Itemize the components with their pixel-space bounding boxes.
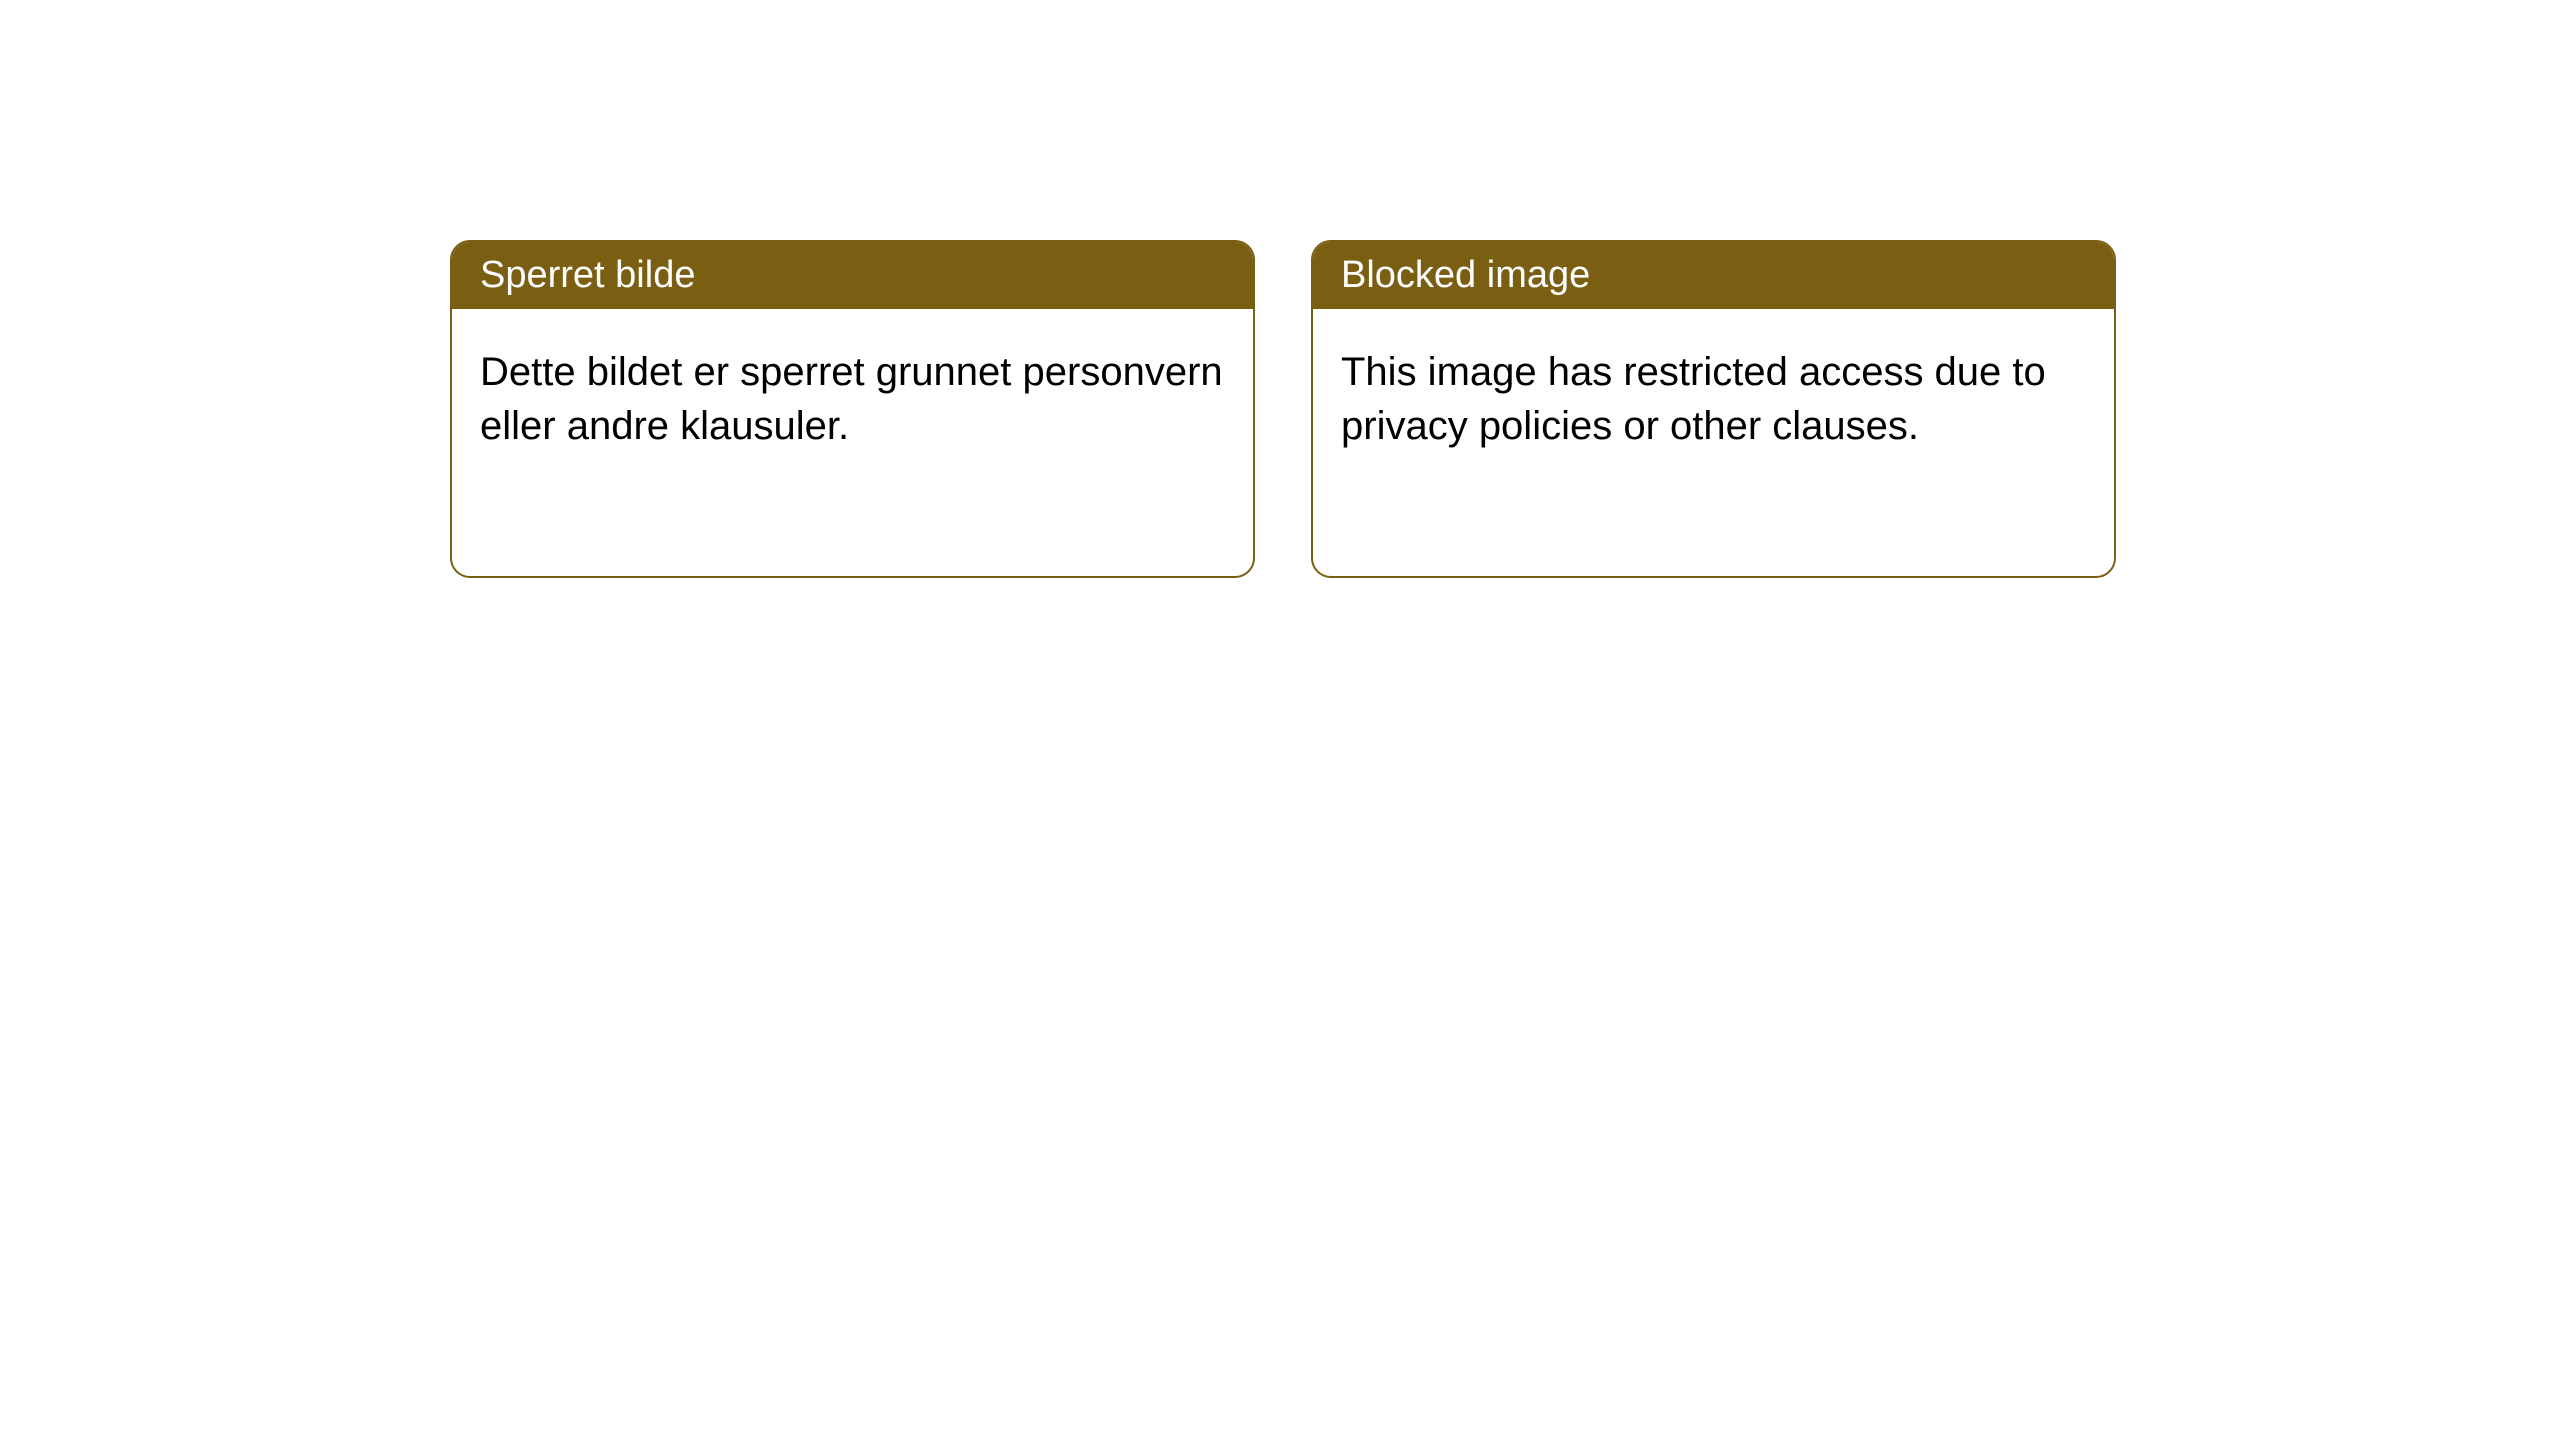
card-body: This image has restricted access due to … — [1313, 309, 2114, 489]
card-body: Dette bildet er sperret grunnet personve… — [452, 309, 1253, 489]
card-header: Blocked image — [1313, 242, 2114, 309]
card-title: Sperret bilde — [480, 254, 695, 296]
blocked-image-card-english: Blocked image This image has restricted … — [1311, 240, 2116, 578]
card-body-text: Dette bildet er sperret grunnet personve… — [480, 350, 1223, 448]
notice-cards-container: Sperret bilde Dette bildet er sperret gr… — [0, 0, 2560, 578]
card-title: Blocked image — [1341, 254, 1590, 296]
card-header: Sperret bilde — [452, 242, 1253, 309]
card-body-text: This image has restricted access due to … — [1341, 350, 2046, 448]
blocked-image-card-norwegian: Sperret bilde Dette bildet er sperret gr… — [450, 240, 1255, 578]
